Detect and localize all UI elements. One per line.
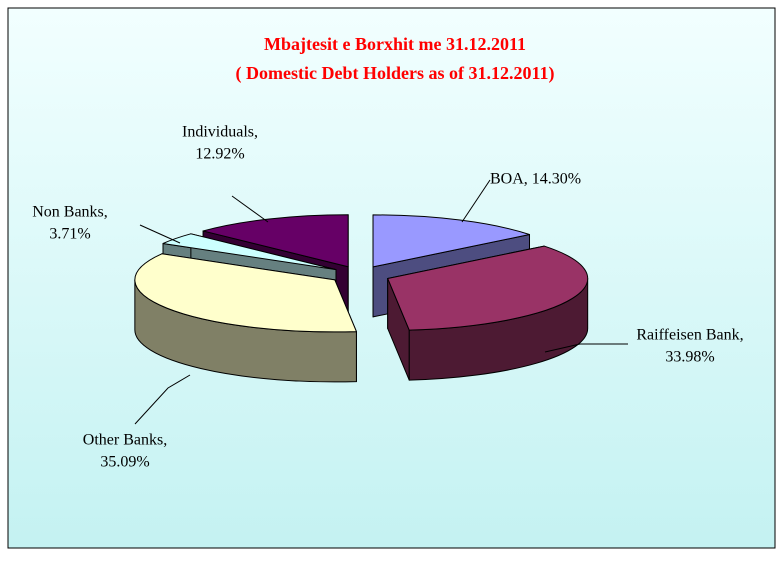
slice	[202, 214, 349, 268]
data-label: 33.98%	[665, 349, 714, 366]
data-label: Individuals,	[182, 124, 258, 141]
pie	[134, 214, 589, 383]
leader-line	[461, 179, 491, 223]
data-label: Other Banks,	[83, 432, 167, 449]
data-label: 12.92%	[195, 146, 244, 163]
chart-subtitle: ( Domestic Debt Holders as of 31.12.2011…	[236, 63, 555, 84]
slice	[162, 233, 337, 271]
slice	[387, 245, 589, 331]
data-label: 35.09%	[100, 454, 149, 471]
data-label: Raiffeisen Bank,	[636, 327, 743, 344]
data-label: BOA, 14.30%	[490, 171, 581, 188]
leader-line	[139, 224, 181, 244]
leader-line	[231, 195, 269, 223]
chart-title: Mbajtesit e Borxhit me 31.12.2011	[264, 34, 526, 54]
leader-line	[134, 374, 191, 425]
data-label: Non Banks,	[32, 204, 108, 221]
slice	[134, 253, 357, 333]
data-label: 3.71%	[49, 226, 90, 243]
leader-line	[544, 343, 628, 353]
labels: BOA, 14.30% Raiffeisen Bank, 33.98% Other B…	[32, 124, 743, 471]
slice	[372, 214, 531, 268]
